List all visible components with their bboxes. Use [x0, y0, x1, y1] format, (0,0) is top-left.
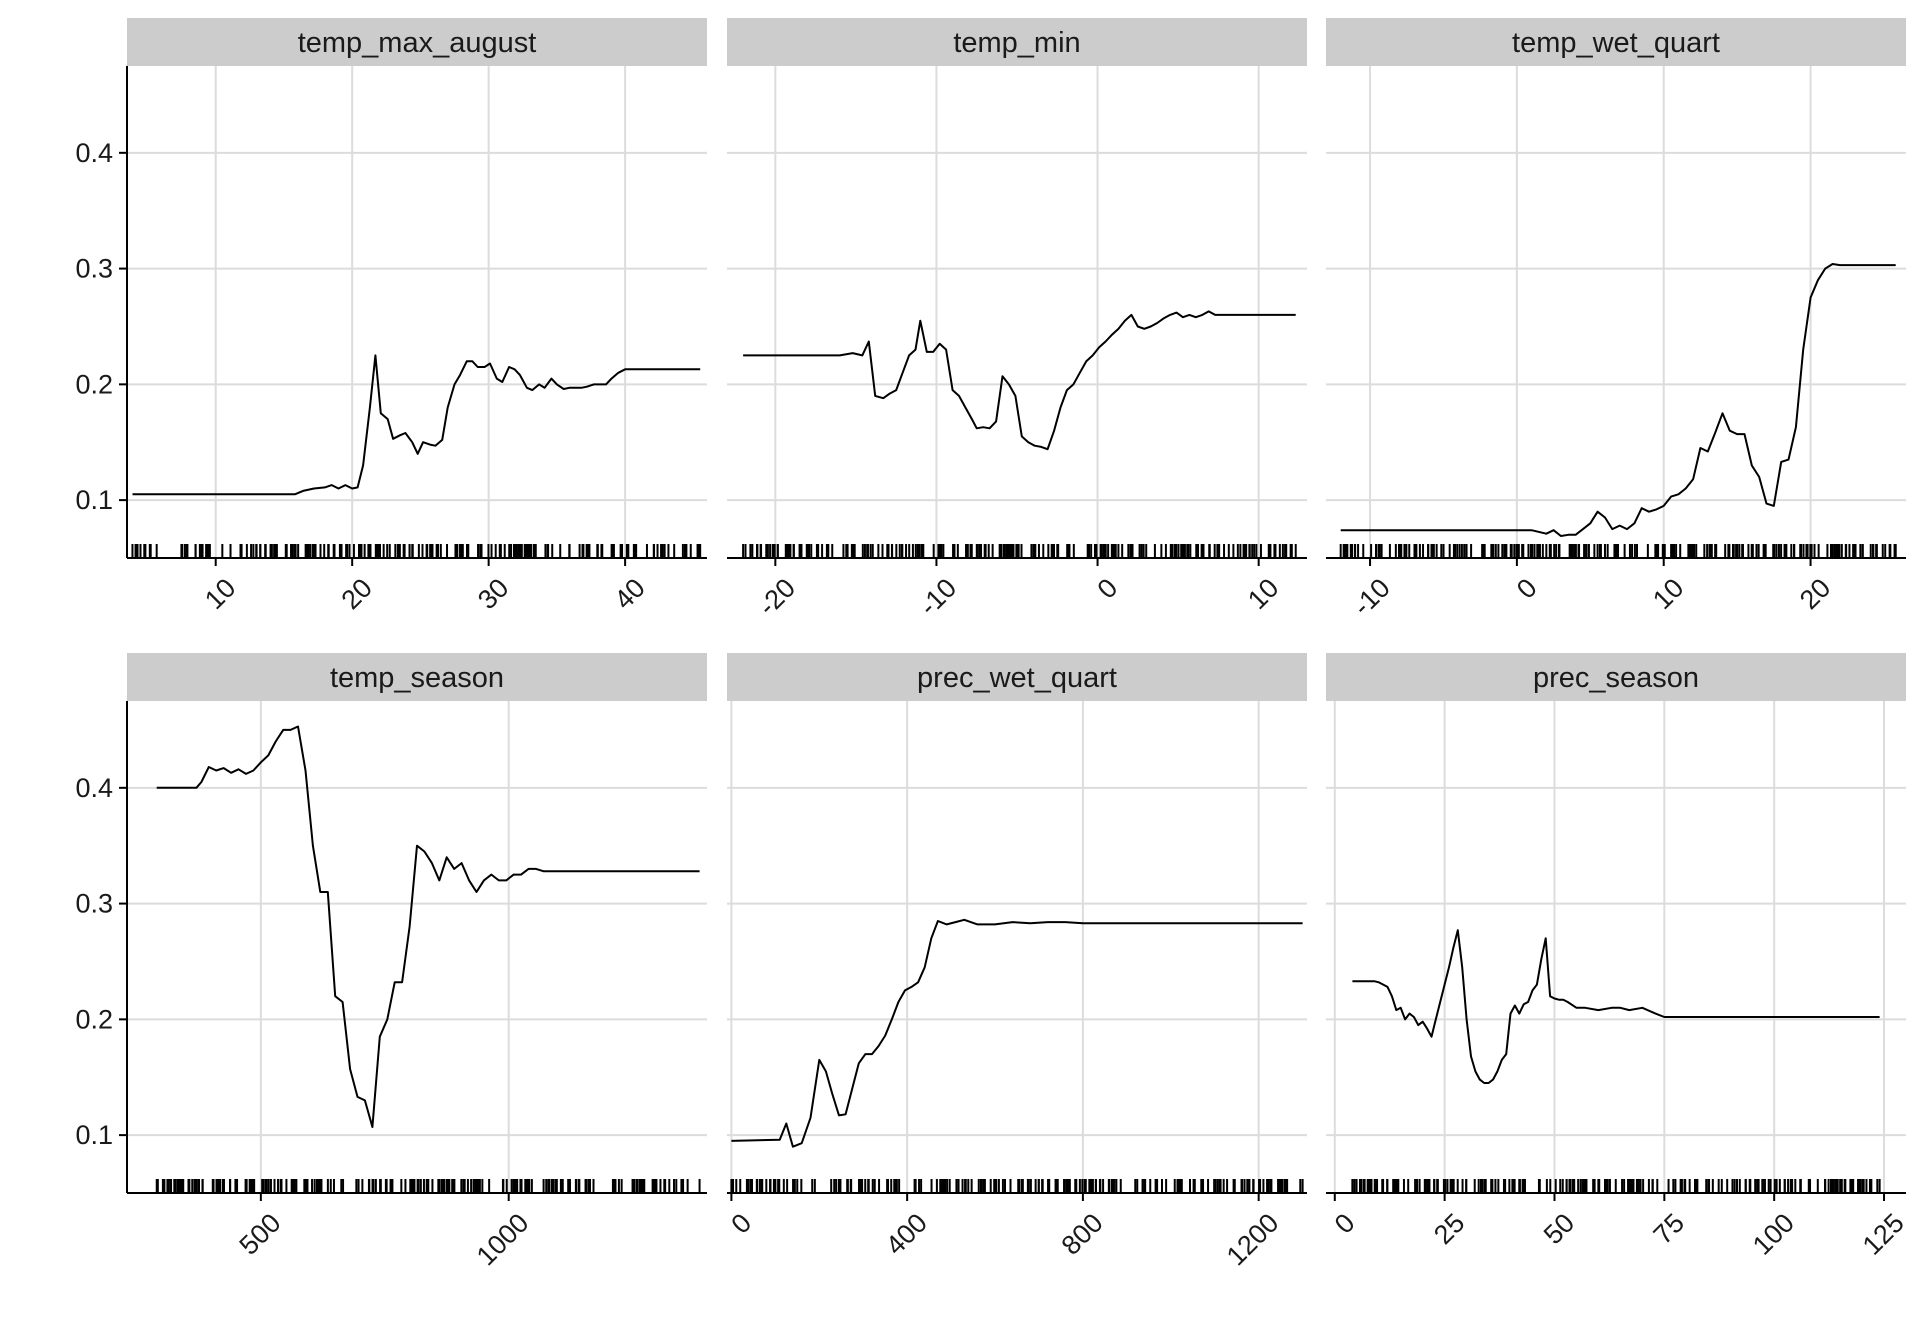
x-tick-label: 25 — [1428, 1208, 1470, 1250]
series-line-prec_wet_quart — [731, 918, 1303, 1148]
series-line-temp_wet_quart — [1340, 263, 1896, 537]
panel-temp_min: temp_min -20 -10 0 10 — [727, 18, 1307, 621]
strip-temp_wet_quart — [1326, 18, 1906, 66]
x-tick-label: 20 — [336, 573, 378, 615]
strip-label: prec_wet_quart — [917, 662, 1117, 694]
series-line-temp_season — [156, 725, 700, 1128]
panel-temp_max_august: temp_max_august 0.1 0.2 0.3 0.4 10 20 30 40 — [75, 18, 707, 615]
strip-label: temp_season — [330, 662, 504, 694]
x-tick-label: 400 — [880, 1208, 933, 1261]
panel-temp_season: temp_season 0.1 0.2 0.3 0.4 500 1000 — [75, 653, 707, 1271]
x-tick-label: 10 — [199, 573, 241, 615]
strip-label: prec_season — [1533, 662, 1699, 694]
y-tick-label: 0.1 — [75, 485, 113, 515]
strip-temp_max_august — [127, 18, 707, 66]
rug — [730, 1179, 1304, 1193]
y-tick-label: 0.4 — [75, 773, 113, 803]
x-tick-label: 10 — [1242, 573, 1284, 615]
y-tick-label: 0.3 — [75, 889, 113, 919]
strip-label: temp_wet_quart — [1512, 27, 1720, 59]
strip-temp_season — [127, 653, 707, 701]
x-tick-label: 10 — [1647, 573, 1689, 615]
panel-prec_wet_quart: prec_wet_quart 0 400 800 1200 — [725, 653, 1307, 1271]
series-line-temp_max_august — [132, 354, 701, 496]
x-tick-label: 20 — [1794, 573, 1836, 615]
x-tick-label: 0 — [1329, 1208, 1361, 1240]
y-tick-label: 0.2 — [75, 369, 113, 399]
y-tick-label: 0.4 — [75, 138, 113, 168]
panel-temp_wet_quart: temp_wet_quart -10 0 10 20 — [1326, 18, 1906, 621]
strip-temp_min — [727, 18, 1307, 66]
y-tick-label: 0.1 — [75, 1120, 113, 1150]
x-tick-label: 500 — [234, 1208, 287, 1261]
x-tick-label: 1200 — [1221, 1208, 1285, 1272]
series-line-prec_season — [1352, 929, 1880, 1084]
x-tick-label: 125 — [1857, 1208, 1910, 1261]
y-tick-label: 0.2 — [75, 1004, 113, 1034]
rug — [1339, 544, 1897, 558]
x-tick-label: 0 — [1511, 573, 1543, 605]
x-tick-label: 75 — [1648, 1208, 1690, 1250]
y-tick-label: 0.3 — [75, 254, 113, 284]
strip-label: temp_min — [953, 27, 1080, 59]
x-tick-label: 50 — [1538, 1208, 1580, 1250]
x-tick-label: 1000 — [471, 1208, 535, 1272]
x-tick-label: 0 — [725, 1208, 757, 1240]
strip-prec_season — [1326, 653, 1906, 701]
x-tick-label: -10 — [1347, 573, 1396, 622]
x-tick-label: -20 — [752, 573, 801, 622]
x-tick-label: 800 — [1056, 1208, 1109, 1261]
rug — [131, 544, 702, 558]
strip-prec_wet_quart — [727, 653, 1307, 701]
series-line-temp_min — [743, 310, 1296, 451]
x-tick-label: 0 — [1092, 573, 1124, 605]
rug — [742, 544, 1297, 558]
rug — [1351, 1179, 1881, 1193]
x-tick-label: -10 — [913, 573, 962, 622]
x-tick-label: 40 — [608, 573, 650, 615]
x-tick-label: 30 — [472, 573, 514, 615]
strip-label: temp_max_august — [298, 27, 537, 59]
panel-prec_season: prec_season 0 25 50 75 100 125 — [1326, 653, 1910, 1261]
x-tick-label: 100 — [1747, 1208, 1800, 1261]
rug — [155, 1179, 701, 1193]
